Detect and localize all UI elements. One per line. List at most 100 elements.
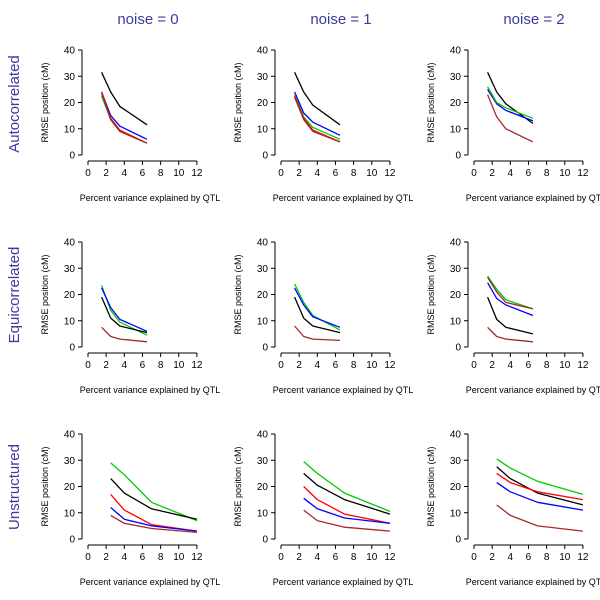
chart-1-0-xtick-label-1: 2 <box>103 360 109 371</box>
chart-0-1-xtick-label-0: 0 <box>278 168 284 179</box>
chart-2-1-xtick-label-6: 12 <box>384 552 396 563</box>
chart-2-2-ytick-label-3: 30 <box>450 456 462 467</box>
chart-0-0-xtick-label-1: 2 <box>103 168 109 179</box>
chart-2-1-series-red <box>303 486 391 524</box>
chart-1-1-xtick-label-3: 6 <box>333 360 339 371</box>
chart-2-2-series-green <box>496 458 584 496</box>
chart-1-2-xtick-label-4: 8 <box>544 360 550 371</box>
chart-0-0-xtick-label-6: 12 <box>191 168 203 179</box>
chart-2-1-xlabel: Percent variance explained by QTL <box>273 577 414 587</box>
chart-2-1-series-black <box>303 472 391 515</box>
chart-2-0-series-blue <box>110 507 197 532</box>
chart-2-2-xtick-label-0: 0 <box>471 552 477 563</box>
chart-2-1-xtick-label-5: 10 <box>366 552 378 563</box>
chart-0-2-xlabel: Percent variance explained by QTL <box>466 193 600 203</box>
chart-0-1-xtick-label-3: 6 <box>333 168 339 179</box>
chart-1-0-ytick-label-1: 10 <box>64 316 76 327</box>
chart-0-1-xtick-label-6: 12 <box>384 168 396 179</box>
chart-0-1-ytick-label-1: 10 <box>257 124 269 135</box>
chart-1-0-series-blue <box>101 287 148 332</box>
chart-0-2-series-blue <box>487 89 534 122</box>
chart-1-0-xtick-label-3: 6 <box>140 360 146 371</box>
chart-2-1-xtick-label-3: 6 <box>333 552 339 563</box>
chart-2-1-series-darkred <box>303 509 390 532</box>
chart-0-2-xtick-label-6: 12 <box>577 168 589 179</box>
chart-2-0-xtick-label-4: 8 <box>158 552 164 563</box>
chart-0-1-xtick-label-1: 2 <box>296 168 302 179</box>
chart-1-0-xtick-label-4: 8 <box>158 360 164 371</box>
chart-0-1-ytick-label-3: 30 <box>257 72 269 83</box>
chart-2-0-xtick-label-5: 10 <box>173 552 185 563</box>
col-title-noise-0: noise = 0 <box>117 11 178 28</box>
chart-2-1-xtick-label-0: 0 <box>278 552 284 563</box>
chart-1-2-xtick-label-3: 6 <box>526 360 532 371</box>
chart-0-0: 0 10 20 30 40 0 2 4 6 8 10 12 RMSE position (cM) Perc… <box>40 46 220 204</box>
chart-2-2-xtick-label-1: 2 <box>489 552 495 563</box>
chart-2-2-series-blue <box>496 482 584 511</box>
chart-1-1-xtick-label-1: 2 <box>296 360 302 371</box>
chart-0-1-series-darkred <box>293 97 341 143</box>
chart-1-2-ytick-label-3: 30 <box>450 264 462 275</box>
chart-0-0-xtick-label-2: 4 <box>122 168 128 179</box>
chart-1-2-ytick-label-0: 0 <box>455 343 461 354</box>
chart-2-0-ytick-label-2: 20 <box>64 482 76 493</box>
chart-0-2-series-darkred <box>486 94 534 143</box>
chart-2-0-ytick-label-1: 10 <box>64 508 76 519</box>
chart-0-2-xtick-label-1: 2 <box>489 168 495 179</box>
chart-2-1-xtick-label-1: 2 <box>296 552 302 563</box>
chart-2-0-ytick-label-4: 40 <box>64 430 76 441</box>
chart-1-2-xtick-label-6: 12 <box>577 360 589 371</box>
chart-2-2-ylabel: RMSE position (cM) <box>426 446 436 526</box>
chart-0-0-ytick-label-0: 0 <box>69 151 75 162</box>
chart-1-1-xtick-label-0: 0 <box>278 360 284 371</box>
chart-2-1-xtick-label-4: 8 <box>351 552 357 563</box>
chart-0-2-ytick-label-1: 10 <box>450 124 462 135</box>
chart-1-0-ytick-label-2: 20 <box>64 290 76 301</box>
chart-0-2-ytick-label-2: 20 <box>450 98 462 109</box>
chart-0-1-ytick-label-4: 40 <box>257 46 269 57</box>
chart-0-1-xtick-label-2: 4 <box>315 168 321 179</box>
chart-1-1-xtick-label-6: 12 <box>384 360 396 371</box>
chart-2-2-xtick-label-5: 10 <box>559 552 571 563</box>
chart-1-0-xtick-label-5: 10 <box>173 360 185 371</box>
chart-2-1-series-green <box>303 461 391 513</box>
chart-0-2-xtick-label-3: 6 <box>526 168 532 179</box>
chart-1-1-xtick-label-5: 10 <box>366 360 378 371</box>
chart-2-2-xtick-label-3: 6 <box>526 552 532 563</box>
chart-0-0-xtick-label-3: 6 <box>140 168 146 179</box>
chart-1-1-xtick-label-4: 8 <box>351 360 357 371</box>
chart-2-1-series-blue <box>303 497 390 524</box>
chart-1-2-ytick-label-4: 40 <box>450 238 462 249</box>
chart-1-1: 0 10 20 30 40 0 2 4 6 8 10 12 RMSE position (cM) Perc… <box>233 238 413 396</box>
chart-1-2-series-darkred <box>487 277 534 310</box>
chart-2-2-ytick-label-2: 20 <box>450 482 462 493</box>
chart-0-2-series-green <box>487 86 534 119</box>
chart-1-1-series-darkred <box>294 325 341 342</box>
chart-1-0-series-black <box>101 296 148 334</box>
chart-2-2-xtick-label-2: 4 <box>508 552 514 563</box>
chart-1-2-ytick-label-2: 20 <box>450 290 462 301</box>
chart-0-1-xtick-label-5: 10 <box>366 168 378 179</box>
chart-0-1-series-blue <box>294 91 341 136</box>
chart-0-0-ytick-label-4: 40 <box>64 46 76 57</box>
chart-1-1-ytick-label-0: 0 <box>262 343 268 354</box>
chart-1-1-xtick-label-2: 4 <box>315 360 321 371</box>
chart-0-2-ylabel: RMSE position (cM) <box>426 62 436 142</box>
chart-0-2-ytick-label-0: 0 <box>455 151 461 162</box>
chart-0-1-ylabel: RMSE position (cM) <box>233 62 243 142</box>
chart-1-1-series-black <box>294 296 341 334</box>
chart-1-0-xlabel: Percent variance explained by QTL <box>80 385 221 395</box>
chart-1-2-series-black <box>486 296 534 335</box>
chart-2-0-ylabel: RMSE position (cM) <box>40 446 50 526</box>
chart-0-1-series-black <box>294 72 341 126</box>
chart-2-2-series-black <box>496 466 584 506</box>
chart-2-0-series-darkred <box>110 514 197 534</box>
chart-1-2-xtick-label-0: 0 <box>471 360 477 371</box>
chart-0-1-ytick-label-2: 20 <box>257 98 269 109</box>
chart-1-0: 0 10 20 30 40 0 2 4 6 8 10 12 RMSE position (cM) Perc… <box>40 238 220 396</box>
chart-0-1: 0 10 20 30 40 0 2 4 6 8 10 12 RMSE position (cM) Perc… <box>233 46 413 204</box>
chart-2-0-ytick-label-0: 0 <box>69 535 75 546</box>
chart-1-1-ytick-label-1: 10 <box>257 316 269 327</box>
